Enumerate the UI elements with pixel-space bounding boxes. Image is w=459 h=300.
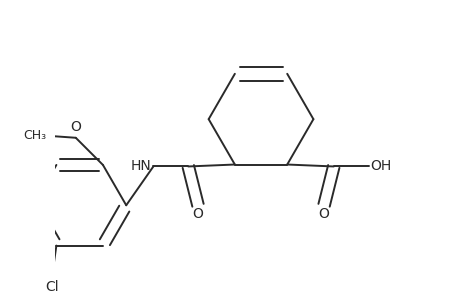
Text: O: O	[318, 207, 329, 221]
Text: OH: OH	[370, 160, 391, 173]
Text: HN: HN	[130, 160, 151, 173]
Text: Cl: Cl	[45, 280, 59, 295]
Text: CH₃: CH₃	[23, 129, 47, 142]
Text: O: O	[192, 207, 203, 221]
Text: O: O	[70, 120, 81, 134]
